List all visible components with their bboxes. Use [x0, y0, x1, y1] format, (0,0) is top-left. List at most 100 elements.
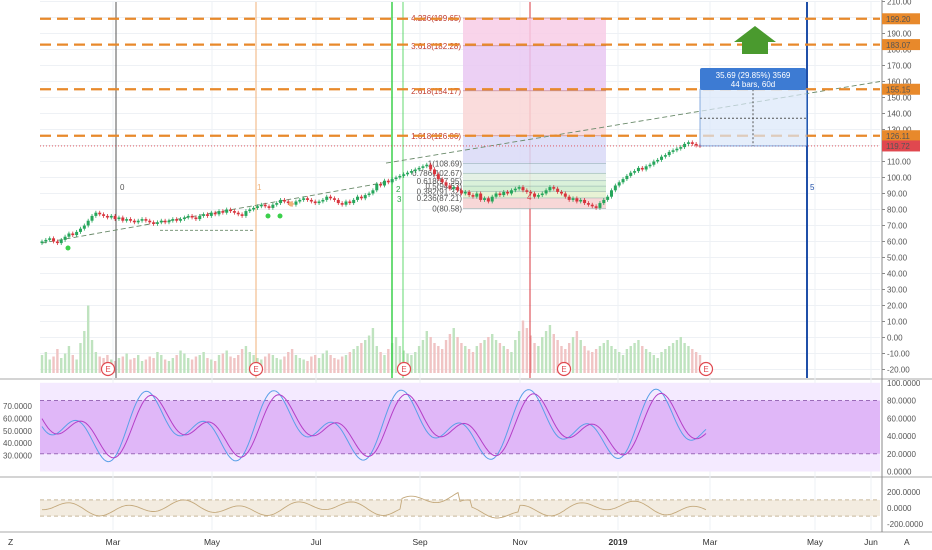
- volume-bar: [44, 352, 48, 373]
- osc-band-fill: [40, 499, 880, 517]
- volume-bar: [379, 352, 382, 373]
- volume-bar: [183, 353, 186, 373]
- volume-bar: [344, 355, 348, 373]
- up-arrow-icon: [734, 26, 776, 54]
- volume-bar: [556, 340, 559, 373]
- candle: [359, 196, 363, 199]
- signal-dot: [265, 213, 271, 219]
- fib-retracement-label: 0.618(97.95): [417, 177, 463, 186]
- candle: [217, 211, 221, 215]
- measure-label-line2: 44 bars, 60d: [731, 80, 775, 89]
- fib-extension-label: 2.618(154.17): [411, 87, 461, 96]
- candle: [667, 151, 671, 156]
- candle: [275, 203, 279, 205]
- candle: [506, 191, 510, 194]
- volume-bar: [275, 358, 278, 373]
- volume-bar: [602, 343, 606, 373]
- wave-label: 1: [257, 183, 262, 192]
- candle: [336, 199, 340, 204]
- candle: [90, 215, 94, 221]
- volume-bar: [575, 331, 579, 373]
- candle: [248, 209, 252, 212]
- volume-bar: [460, 343, 463, 373]
- wave-label: 2: [396, 185, 401, 194]
- y-tick-label: 150.00: [887, 94, 912, 103]
- volume-bar: [579, 340, 582, 373]
- earnings-marker: [100, 361, 116, 377]
- candle: [194, 217, 198, 220]
- candle: [125, 219, 129, 221]
- earnings-marker-label: E: [703, 365, 708, 374]
- candle: [232, 211, 236, 213]
- candle: [436, 174, 440, 180]
- volume-bar: [625, 349, 629, 373]
- volume-bar: [421, 340, 425, 373]
- candle: [621, 179, 625, 183]
- candle: [529, 191, 533, 194]
- volume-bar: [525, 328, 529, 373]
- x-tick-label: Jul: [311, 537, 322, 547]
- candle: [205, 214, 209, 216]
- y-tick-label: 80.00: [887, 206, 908, 215]
- x-tick-label: 2019: [609, 537, 628, 547]
- candle: [517, 187, 521, 189]
- x-tick-label: Mar: [703, 537, 718, 547]
- candle: [406, 172, 410, 175]
- candle: [63, 236, 67, 240]
- volume-bar: [487, 337, 490, 373]
- volume-bar: [433, 343, 436, 373]
- candle: [113, 215, 117, 220]
- candle: [648, 164, 652, 167]
- volume-bar: [160, 355, 163, 373]
- candle: [629, 172, 633, 176]
- volume-bar: [271, 355, 275, 373]
- volume-bar: [648, 352, 652, 373]
- volume-bar: [360, 343, 363, 373]
- candle: [317, 201, 321, 204]
- candle: [71, 233, 75, 236]
- volume-bar: [79, 343, 82, 373]
- candle: [263, 204, 267, 207]
- y-tick-label: 100.00: [887, 174, 912, 183]
- candle: [171, 219, 175, 221]
- volume-bar: [691, 349, 694, 373]
- candle: [229, 209, 233, 212]
- volume-bar: [144, 359, 148, 373]
- y-tick-label: 60.00: [887, 238, 908, 247]
- volume-bar: [117, 358, 121, 373]
- volume-bar: [233, 358, 236, 373]
- y-tick-label: 40.00: [887, 270, 908, 279]
- volume-bar: [583, 346, 586, 373]
- earnings-marker-label: E: [253, 365, 258, 374]
- price-badge: [882, 39, 920, 51]
- candle: [375, 183, 379, 191]
- volume-bar: [325, 350, 328, 373]
- oscillator-lines: [41, 388, 707, 519]
- y-tick-label: 140.00: [887, 110, 912, 119]
- candle: [494, 193, 498, 197]
- candle: [82, 225, 86, 229]
- candle: [367, 193, 371, 196]
- candle: [479, 193, 483, 200]
- volume-bar: [86, 305, 90, 373]
- candle: [94, 212, 98, 216]
- fib-retracement-label: 0.5(94.63): [426, 182, 463, 191]
- candle: [583, 199, 587, 204]
- candle: [294, 201, 298, 205]
- volume-bar: [125, 353, 128, 373]
- candle: [471, 195, 475, 197]
- candle: [55, 241, 59, 244]
- volume-bar: [610, 346, 613, 373]
- candle: [329, 196, 333, 199]
- candle: [448, 185, 452, 189]
- osc-tick-label: 200.0000: [887, 488, 921, 497]
- volume-bar: [263, 356, 267, 373]
- candle: [52, 238, 56, 242]
- volume-bar: [225, 350, 228, 373]
- candle: [352, 199, 356, 204]
- fib-retracement-zone: [463, 186, 606, 192]
- candle: [652, 161, 656, 165]
- stoch-left-tick-label: 40.0000: [3, 439, 32, 448]
